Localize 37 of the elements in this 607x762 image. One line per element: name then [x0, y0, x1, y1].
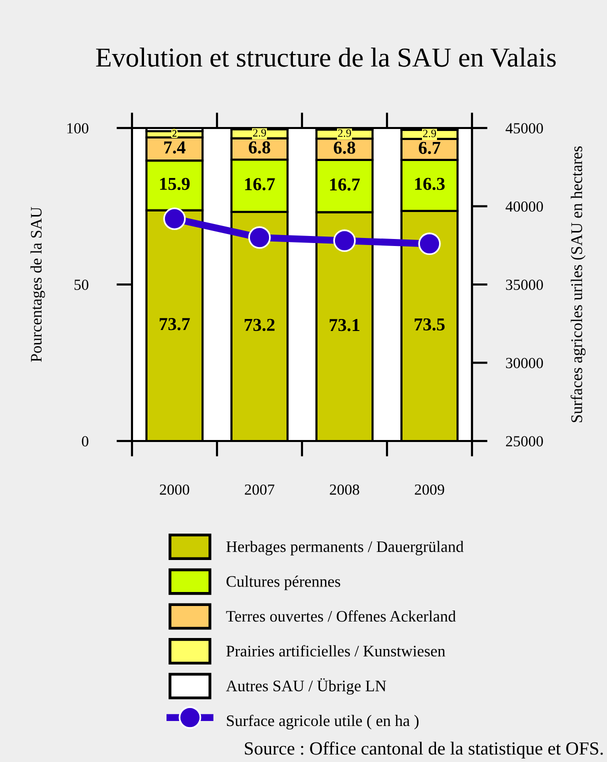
y2-tick-label: 45000 — [506, 123, 543, 134]
data-label: 16.7 — [245, 178, 275, 190]
x-tick-label: 2008 — [330, 484, 360, 495]
legend-label: Herbages permanents / Dauergrüland — [226, 540, 464, 556]
data-label: 2.9 — [423, 130, 436, 138]
legend-label: Prairies artificielles / Kunstwiesen — [226, 645, 446, 657]
chart-title: Evolution et structure de la SAU en Valais — [96, 48, 556, 67]
y2-tick-label: 25000 — [506, 436, 543, 446]
data-label: 15.9 — [160, 178, 190, 190]
data-label: 6.8 — [248, 141, 270, 154]
data-label: 7.4 — [164, 141, 186, 154]
y-tick-label: 0 — [82, 436, 88, 446]
y2-tick-label: 30000 — [506, 358, 543, 368]
data-label: 73.1 — [330, 318, 360, 332]
y2-axis-title: Surfaces agricoles uriles (SAU en hectares — [570, 146, 586, 422]
legend-label: Surface agricole utile ( en ha ) — [226, 714, 419, 730]
data-label: 73.5 — [414, 318, 445, 331]
legend-label: Cultures pérennes — [226, 576, 340, 590]
data-label: 73.2 — [244, 318, 275, 332]
data-label: 73.7 — [160, 318, 190, 330]
y-axis-title: Pourcentages de la SAU — [30, 206, 45, 362]
legend-label: Autres SAU / Übrige LN — [226, 678, 386, 695]
data-label: 6.7 — [418, 142, 440, 154]
x-tick-label: 2007 — [244, 484, 274, 495]
x-tick-label: 2000 — [160, 484, 190, 495]
data-label: 16.7 — [330, 178, 360, 191]
data-label: 6.8 — [334, 142, 356, 154]
data-label: 2.9 — [338, 129, 351, 137]
legend-label: Terres ouvertes / Offenes Ackerland — [226, 610, 456, 622]
data-label: 16.3 — [415, 178, 445, 190]
data-label: 2.9 — [253, 129, 266, 137]
y-tick-label: 100 — [67, 123, 88, 134]
y2-tick-label: 40000 — [506, 201, 543, 212]
y2-tick-label: 35000 — [506, 280, 543, 290]
x-tick-label: 2009 — [414, 484, 444, 495]
y-tick-label: 50 — [74, 280, 88, 290]
source-note: Source : Office cantonal de la statistique et OFS. — [244, 742, 603, 758]
